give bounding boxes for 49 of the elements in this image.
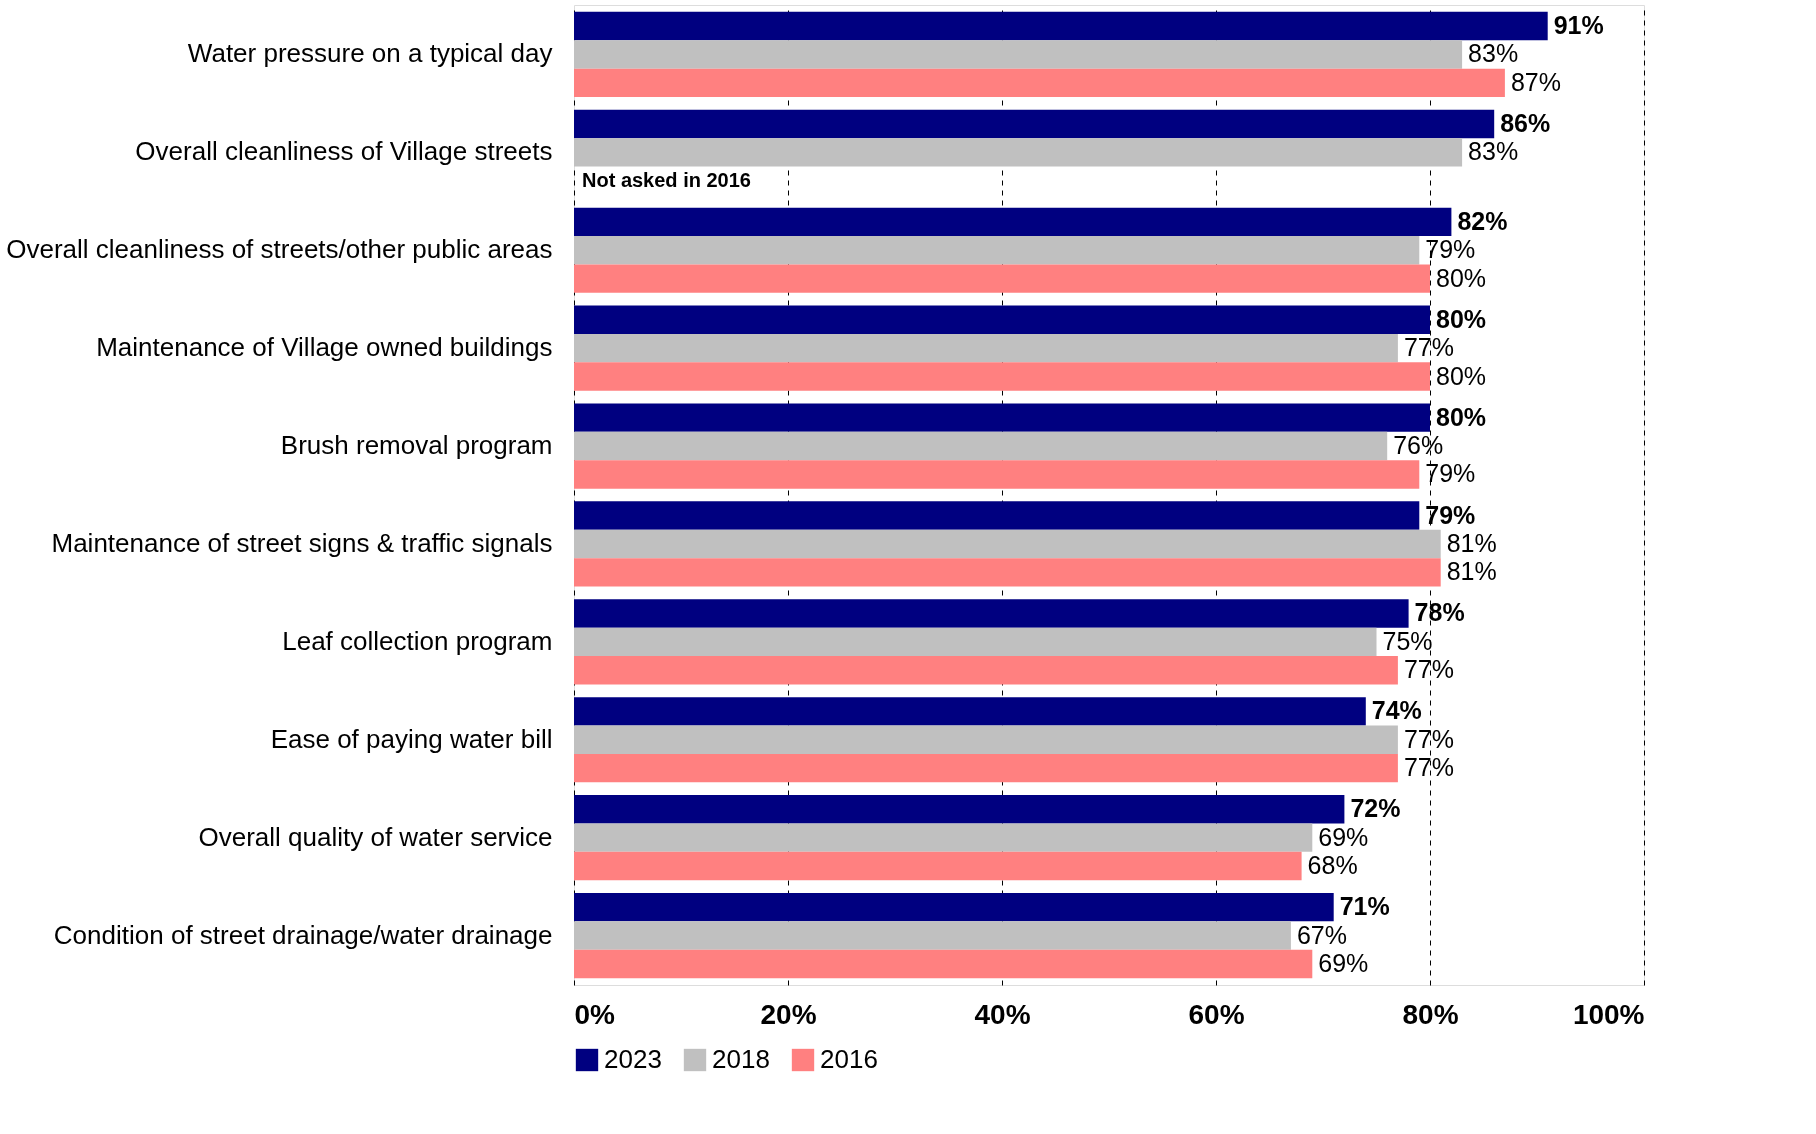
data-label: 91% — [1553, 11, 1604, 40]
y-tick-label: Ease of paying water bill — [270, 723, 553, 754]
data-label: 74% — [1371, 696, 1422, 725]
y-tick-label: Water pressure on a typical day — [187, 38, 553, 69]
data-label: 83% — [1468, 137, 1519, 166]
legend-label: 2018 — [712, 1044, 770, 1074]
legend-label: 2016 — [820, 1044, 878, 1074]
data-label: 76% — [1393, 431, 1444, 460]
data-label: 83% — [1468, 39, 1519, 68]
x-tick-label: 100% — [1572, 998, 1645, 1030]
data-label: 82% — [1457, 206, 1508, 235]
data-label: 86% — [1500, 108, 1551, 137]
y-tick-label: Overall cleanliness of Village streets — [135, 136, 553, 167]
data-label: 79% — [1425, 235, 1476, 264]
y-tick-label: Brush removal program — [280, 430, 553, 461]
data-label: 81% — [1446, 557, 1497, 586]
data-label: 77% — [1403, 655, 1454, 684]
data-label: 69% — [1318, 822, 1369, 851]
y-tick-label: Overall quality of water service — [198, 821, 553, 852]
data-label: 71% — [1339, 892, 1390, 921]
x-tick-label: 40% — [974, 998, 1031, 1030]
y-tick-label: Leaf collection program — [282, 625, 553, 656]
data-label: 80% — [1436, 263, 1487, 292]
data-label: 87% — [1510, 67, 1561, 96]
data-label: 80% — [1436, 402, 1487, 431]
x-tick-label: 60% — [1188, 998, 1245, 1030]
data-label: 68% — [1307, 851, 1358, 880]
data-label: 81% — [1446, 528, 1497, 557]
data-label: 79% — [1425, 500, 1476, 529]
data-label: 78% — [1414, 598, 1465, 627]
data-label: 77% — [1403, 724, 1454, 753]
annotation: Not asked in 2016 — [582, 168, 751, 191]
y-tick-label: Maintenance of street signs & traffic signals — [51, 527, 553, 558]
x-tick-label: 20% — [760, 998, 817, 1030]
data-label: 77% — [1403, 753, 1454, 782]
y-tick-label: Condition of street drainage/water drainage — [53, 919, 553, 950]
y-tick-label: Maintenance of Village owned buildings — [96, 332, 553, 363]
data-label: 80% — [1436, 361, 1487, 390]
data-label: 75% — [1382, 626, 1433, 655]
y-tick-label: Overall cleanliness of streets/other public areas — [6, 234, 553, 265]
x-tick-label: 80% — [1402, 998, 1459, 1030]
data-label: 80% — [1436, 304, 1487, 333]
x-tick-label: 0% — [574, 998, 616, 1030]
data-label: 77% — [1403, 333, 1454, 362]
legend-label: 2023 — [604, 1044, 662, 1074]
data-label: 72% — [1350, 794, 1401, 823]
data-label: 67% — [1296, 920, 1347, 949]
data-label: 79% — [1425, 459, 1476, 488]
data-label: 69% — [1318, 948, 1369, 977]
